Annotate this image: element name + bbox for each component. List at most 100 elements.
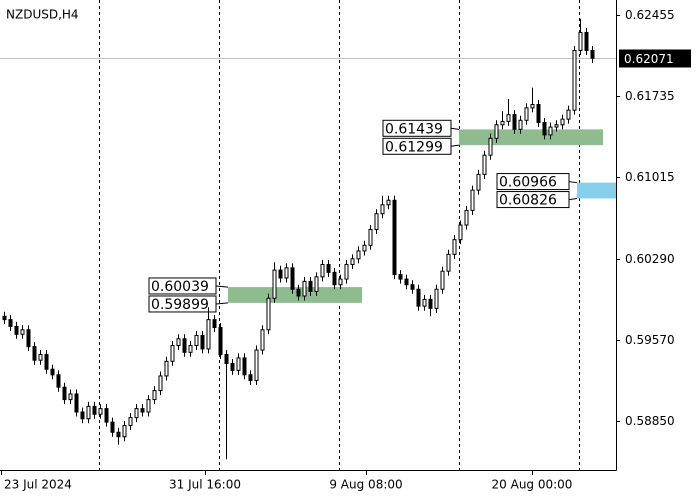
candle-body <box>260 329 265 351</box>
candle-body <box>2 315 7 321</box>
candle-body <box>536 104 541 124</box>
candle-body <box>584 31 589 51</box>
y-tick-label: 0.59570 <box>625 333 675 347</box>
candle-body <box>500 120 505 126</box>
candle-body <box>176 338 181 347</box>
chart-title: NZDUSD,H4 <box>6 8 79 22</box>
zone-label: 0.60966 <box>499 175 557 191</box>
candle-body <box>68 393 73 401</box>
candle-body <box>590 49 595 59</box>
candle-body <box>200 334 205 350</box>
zone-connector <box>568 181 578 184</box>
zone <box>228 287 362 303</box>
candle-body <box>26 329 31 348</box>
candle-body <box>152 390 157 401</box>
candle-body <box>44 354 49 370</box>
candle-body <box>242 357 247 376</box>
zone-connector <box>450 144 460 147</box>
candle-body <box>74 393 79 413</box>
candle-body <box>134 408 139 419</box>
candle-body <box>572 49 577 111</box>
candle-body <box>488 137 493 156</box>
candle-body <box>266 297 271 331</box>
candle-body <box>86 405 91 420</box>
candle-body <box>14 325 19 335</box>
y-tick-label: 0.60290 <box>625 252 675 266</box>
candle-body <box>470 189 475 211</box>
zone-label: 0.60826 <box>499 193 557 209</box>
candle-body <box>302 280 307 297</box>
candle-body <box>410 284 415 290</box>
candle-body <box>146 399 151 413</box>
candle-body <box>326 263 331 273</box>
candle-body <box>290 267 295 290</box>
candle-body <box>98 408 103 415</box>
candle-body <box>248 374 253 381</box>
candle-body <box>458 224 463 241</box>
candle-body <box>524 107 529 121</box>
candle-body <box>140 408 145 413</box>
candle-body <box>218 327 223 356</box>
candle-body <box>392 199 397 276</box>
candle-body <box>212 319 217 329</box>
candle-body <box>476 173 481 191</box>
candle-body <box>422 298 427 307</box>
candle-body <box>578 31 583 51</box>
candle-body <box>20 329 25 335</box>
candle-body <box>230 363 235 371</box>
candle-body <box>512 114 517 130</box>
candle-body <box>62 386 67 401</box>
candle-body <box>548 126 553 136</box>
candle-body <box>320 263 325 278</box>
candle-body <box>308 280 313 292</box>
candle-body <box>566 109 571 120</box>
candle-body <box>446 253 451 272</box>
zone-label: 0.61439 <box>385 121 443 137</box>
x-tick-label: 31 Jul 16:00 <box>169 478 241 492</box>
candle-body <box>452 239 457 255</box>
candle-body <box>32 346 37 361</box>
candle-body <box>560 118 565 126</box>
candle-body <box>344 263 349 280</box>
candle-body <box>518 119 523 130</box>
zone-label: 0.60039 <box>151 279 209 295</box>
candle-body <box>416 288 421 307</box>
x-tick-label: 23 Jul 2024 <box>4 478 72 492</box>
candle-body <box>122 425 127 438</box>
candle-body <box>224 354 229 365</box>
candle-body <box>542 122 547 136</box>
zone-connector <box>215 302 229 305</box>
candle-body <box>350 258 355 265</box>
y-tick-label: 0.62455 <box>625 8 675 22</box>
candle-body <box>554 124 559 128</box>
x-tick-label: 20 Aug 00:00 <box>492 478 573 492</box>
candle-body <box>194 334 199 347</box>
zone-connector <box>215 285 229 288</box>
candle-body <box>404 278 409 286</box>
candle-body <box>272 269 277 299</box>
candle-body <box>128 417 133 427</box>
candle-body <box>494 124 499 139</box>
current-price-box <box>619 49 691 68</box>
candle-body <box>506 114 511 122</box>
candle-body <box>182 338 187 353</box>
candle-body <box>464 209 469 226</box>
zone <box>577 182 616 199</box>
candle-body <box>278 269 283 279</box>
candle-body <box>170 345 175 362</box>
candle-body <box>398 274 403 280</box>
candle-body <box>110 421 115 433</box>
zone-connector <box>450 127 460 130</box>
y-tick-label: 0.61735 <box>625 89 675 103</box>
candle-body <box>188 345 193 353</box>
candle-body <box>440 270 445 290</box>
candle-body <box>356 250 361 260</box>
zone-connector <box>568 197 578 201</box>
candle-body <box>332 271 337 286</box>
current-price-label: 0.62071 <box>624 52 674 66</box>
zone <box>459 129 603 146</box>
candle-body <box>434 288 439 309</box>
candle-body <box>8 319 13 327</box>
